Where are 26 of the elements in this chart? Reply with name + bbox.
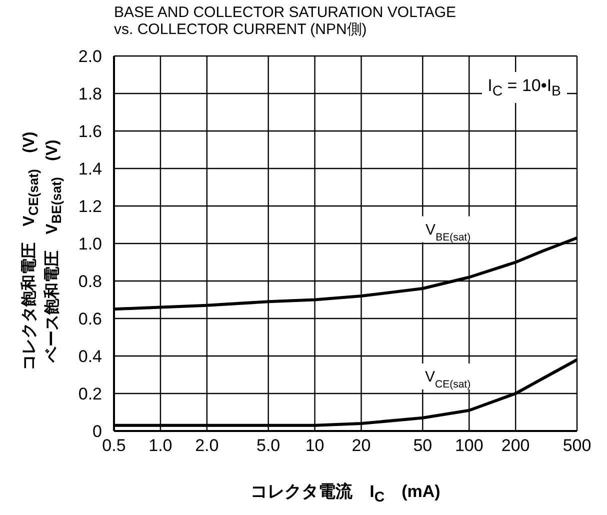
series-label: V$_{CE(sat)}$ <box>424 368 471 390</box>
y-tick-label: 1.4 <box>78 160 102 178</box>
x-tick-label: 10 <box>305 436 324 456</box>
y-tick-label: 0.2 <box>78 384 102 404</box>
text: V$_{BE(sat)}$ <box>426 221 471 244</box>
y-tick-label: 0 <box>92 422 102 441</box>
chart-title: BASE AND COLLECTOR SATURATION VOLTAGE vs. COLLECTOR CURRENT (NPN側) <box>114 4 456 38</box>
y-tick-label: 1.2 <box>78 197 102 216</box>
y-tick-label: 0.4 <box>78 347 102 366</box>
x-tick-label: 0.5 <box>102 436 126 456</box>
x-tick-label: 2.0 <box>195 436 219 456</box>
y-tick-label: 0.6 <box>78 310 102 328</box>
x-tick-label: 50 <box>413 436 432 456</box>
x-tick-label: 100 <box>454 436 484 456</box>
x-tick-label: 5.0 <box>256 436 280 456</box>
y-tick-label: 1.8 <box>78 84 102 104</box>
y-tick-label: 1.0 <box>78 234 102 254</box>
y-tick-label: 2.0 <box>78 47 102 66</box>
x-tick-label: 500 <box>562 436 592 456</box>
text: コレクタ電流 I$_{C}$ (mA) <box>250 482 440 506</box>
annotation: I$_{C}$ = 10•I$_{B}$ <box>488 76 561 100</box>
x-tick-label: 1.0 <box>148 436 172 456</box>
x-tick-label: 200 <box>501 436 530 456</box>
y-tick-label: 1.6 <box>78 122 102 141</box>
x-tick-label: 20 <box>352 436 371 456</box>
y-tick-label: 0.8 <box>78 272 102 291</box>
